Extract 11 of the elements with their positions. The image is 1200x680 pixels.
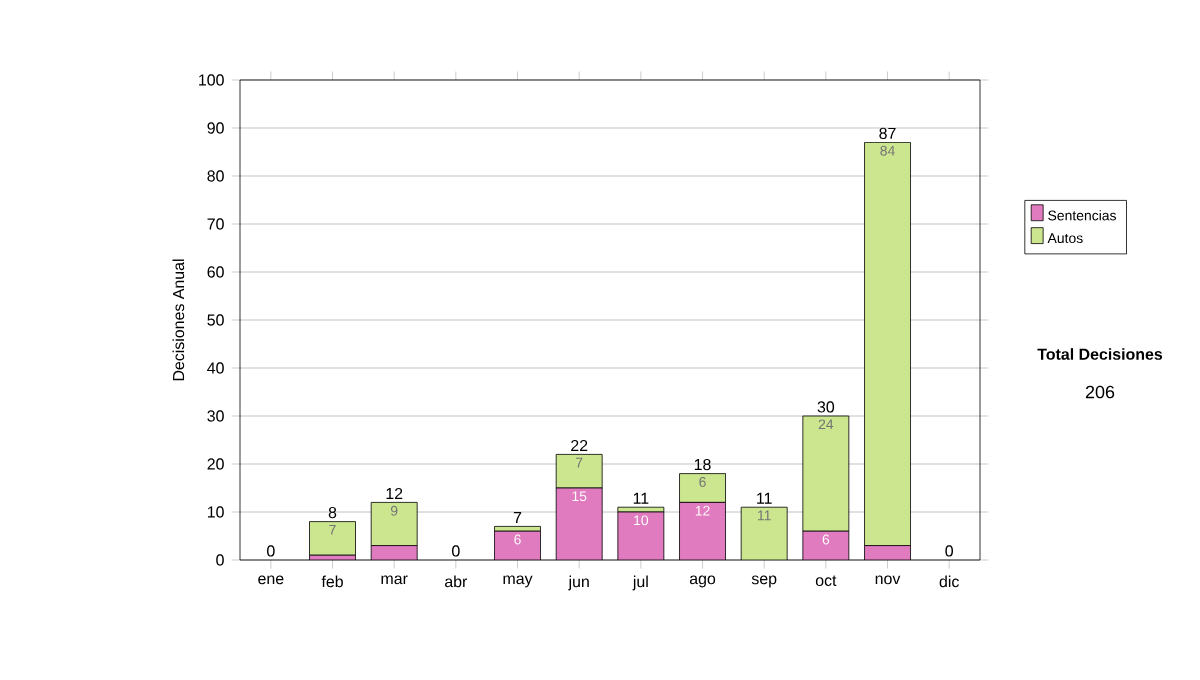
bar	[802, 415, 850, 532]
bar	[864, 142, 911, 546]
text: 206	[1085, 385, 1115, 399]
bar	[617, 511, 665, 560]
bar	[555, 454, 603, 489]
bar	[679, 502, 726, 560]
bar	[740, 506, 788, 560]
bar	[309, 521, 356, 556]
bar	[370, 502, 418, 546]
bar	[555, 487, 603, 560]
bar	[679, 473, 726, 503]
